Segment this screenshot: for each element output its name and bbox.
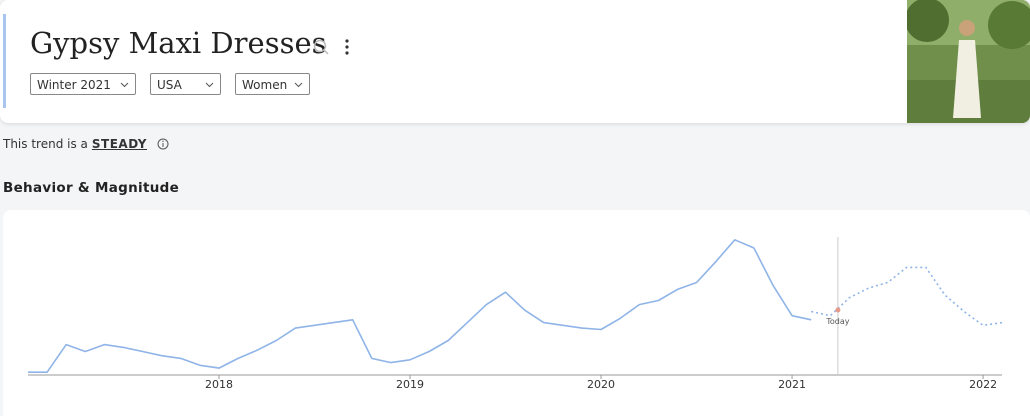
chevron bbox=[205, 82, 214, 88]
x-tick-label: 2018 bbox=[205, 378, 233, 391]
trend-badge[interactable]: STEADY bbox=[91, 137, 147, 151]
trend-text: This trend is a bbox=[3, 137, 88, 151]
season-dropdown[interactable]: Winter 2021 bbox=[30, 73, 136, 95]
chart: 2018 2019 2020 2021 2022 Today bbox=[28, 237, 1003, 391]
accent-bar bbox=[3, 14, 6, 108]
chevron bbox=[294, 82, 303, 88]
region-dropdown[interactable]: USA bbox=[150, 73, 221, 95]
dropdown-label: Winter 2021 bbox=[37, 78, 111, 92]
chart-card bbox=[3, 210, 1030, 416]
trend-status: This trend is a STEADY bbox=[3, 137, 169, 151]
today-label: Today bbox=[825, 317, 849, 326]
gender-dropdown[interactable]: Women bbox=[235, 73, 310, 95]
chevron bbox=[120, 82, 129, 88]
dropdown-label: USA bbox=[157, 78, 182, 92]
x-tick-label: 2019 bbox=[396, 378, 424, 391]
trend-photo bbox=[907, 0, 1030, 123]
info-icon[interactable] bbox=[157, 138, 169, 150]
dropdown-label: Women bbox=[242, 78, 288, 92]
trend-title: Gypsy Maxi Dresses bbox=[30, 26, 327, 60]
more-menu[interactable] bbox=[343, 38, 351, 56]
today-dot bbox=[835, 307, 841, 313]
x-tick-label: 2020 bbox=[587, 378, 615, 391]
trend-line bbox=[28, 239, 812, 373]
trend-line bbox=[811, 266, 1003, 327]
search-icon[interactable] bbox=[312, 38, 330, 56]
x-tick-label: 2022 bbox=[969, 378, 997, 391]
x-tick-label: 2021 bbox=[778, 378, 806, 391]
header-card: Gypsy Maxi Dresses Winter 2021 USA Women bbox=[0, 0, 1030, 123]
section-title: Behavior & Magnitude bbox=[3, 180, 180, 196]
